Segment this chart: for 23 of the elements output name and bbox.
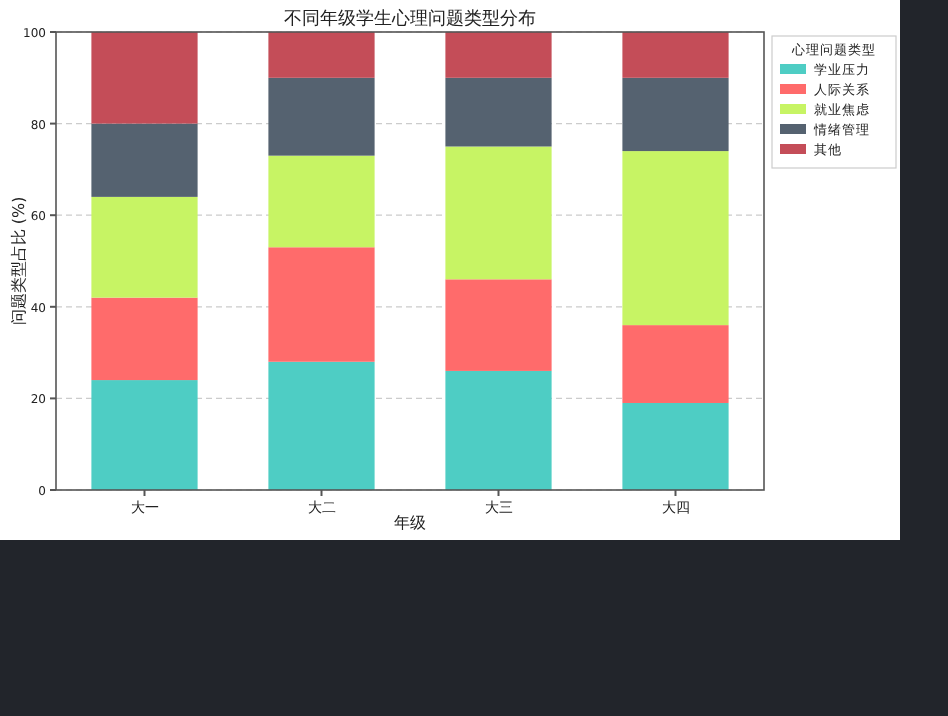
- bar: [91, 297, 198, 381]
- bar: [445, 32, 552, 78]
- bar: [622, 32, 729, 78]
- bar: [622, 325, 729, 403]
- bar: [622, 77, 729, 152]
- bar: [445, 77, 552, 147]
- bar: [268, 155, 375, 248]
- bar: [445, 146, 552, 280]
- chart-title: 不同年级学生心理问题类型分布: [284, 8, 536, 30]
- bar: [91, 196, 198, 298]
- bar: [622, 402, 729, 490]
- bar: [91, 380, 198, 490]
- bar: [268, 77, 375, 156]
- bar: [268, 32, 375, 78]
- bar: [445, 370, 552, 490]
- y-axis-title: 问题类型占比 (%): [10, 196, 28, 326]
- bar: [268, 247, 375, 362]
- bar: [91, 123, 198, 197]
- bar: [445, 279, 552, 371]
- bar: [622, 151, 729, 326]
- bar: [91, 32, 198, 124]
- bar: [268, 361, 375, 490]
- x-axis-title: 年级: [394, 514, 426, 532]
